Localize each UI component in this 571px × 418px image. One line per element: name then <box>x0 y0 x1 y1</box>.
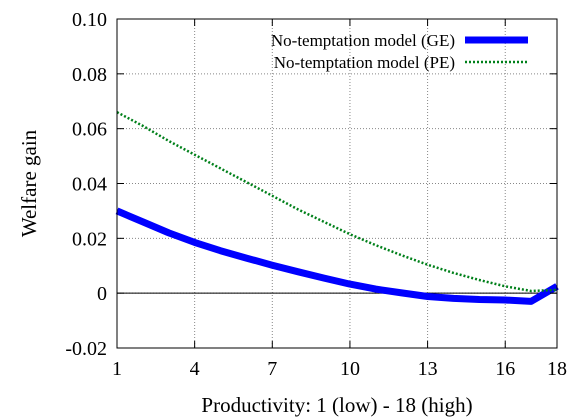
y-tick-label: 0.08 <box>72 64 107 86</box>
legend-label: No-temptation model (PE) <box>274 53 455 72</box>
y-tick-label: 0.06 <box>72 119 107 141</box>
x-tick-label: 18 <box>547 358 567 380</box>
y-axis-label: Welfare gain <box>17 129 41 237</box>
x-tick-label: 4 <box>190 358 200 380</box>
legend-label: No-temptation model (GE) <box>271 31 455 50</box>
x-tick-label: 10 <box>340 358 360 380</box>
y-tick-label: 0.02 <box>72 228 107 250</box>
x-tick-label: 16 <box>495 358 515 380</box>
series-line <box>116 111 558 293</box>
y-tick-label: 0 <box>97 283 107 305</box>
legend: No-temptation model (GE) No-temptation mo… <box>271 31 528 72</box>
y-tick-label: 0.04 <box>72 174 107 196</box>
series-layer <box>115 111 559 305</box>
tick-labels: 1 4 7 10 13 16 18 -0.02 0 0.02 0.04 0.06 0.08 0.10 <box>65 9 567 380</box>
x-axis-label: Productivity: 1 (low) - 18 (high) <box>201 393 472 417</box>
x-tick-label: 13 <box>418 358 438 380</box>
tick-marks <box>116 18 558 349</box>
x-tick-label: 7 <box>267 358 277 380</box>
y-tick-label: 0.10 <box>72 9 107 31</box>
x-tick-label: 1 <box>112 358 122 380</box>
y-tick-label: -0.02 <box>65 338 107 360</box>
series-line <box>115 207 559 305</box>
